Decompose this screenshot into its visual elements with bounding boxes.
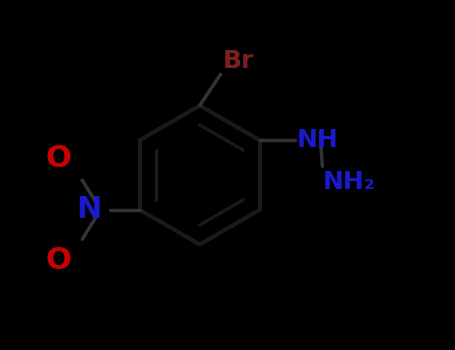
Text: NH₂: NH₂ [323, 170, 376, 194]
Text: Br: Br [222, 49, 254, 72]
Text: NH: NH [296, 128, 338, 152]
Text: O: O [46, 144, 72, 173]
Text: O: O [46, 246, 72, 275]
Text: N: N [77, 195, 102, 224]
